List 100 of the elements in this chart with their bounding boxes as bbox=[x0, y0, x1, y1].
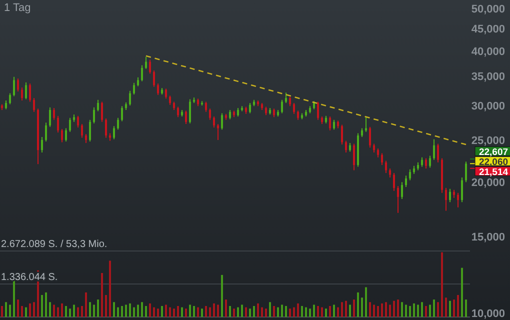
y-tick-label: 25,000 bbox=[471, 134, 505, 147]
bar bbox=[449, 300, 451, 317]
bar bbox=[373, 304, 375, 317]
bar bbox=[33, 302, 35, 317]
candlestick bbox=[165, 88, 167, 100]
candlestick bbox=[409, 168, 411, 181]
candlestick bbox=[461, 176, 463, 203]
candlestick bbox=[333, 119, 335, 130]
candlestick bbox=[281, 99, 283, 114]
bar bbox=[229, 306, 231, 317]
candlestick bbox=[33, 98, 35, 112]
bar bbox=[321, 307, 323, 317]
bar bbox=[41, 295, 43, 317]
ref-line-label: 21,514 bbox=[478, 166, 509, 178]
bar bbox=[269, 302, 271, 317]
bar bbox=[9, 304, 11, 317]
candlestick bbox=[213, 116, 215, 128]
candlestick bbox=[25, 82, 27, 100]
candlestick bbox=[365, 116, 367, 132]
bar bbox=[85, 292, 87, 317]
y-tick-label: 40,000 bbox=[471, 46, 505, 58]
bar bbox=[101, 273, 103, 317]
candlestick bbox=[129, 90, 131, 106]
bar bbox=[145, 306, 147, 317]
bar bbox=[441, 252, 443, 317]
bar bbox=[273, 306, 275, 317]
bar bbox=[261, 307, 263, 317]
bar bbox=[405, 304, 407, 317]
bar bbox=[453, 300, 455, 317]
candlestick bbox=[17, 78, 19, 92]
bar bbox=[189, 304, 191, 317]
candlestick bbox=[185, 110, 187, 125]
chart-title: 1 Tag bbox=[4, 2, 31, 14]
candlestick bbox=[401, 182, 403, 200]
bar bbox=[281, 304, 283, 317]
bar bbox=[433, 300, 435, 317]
candlestick bbox=[49, 106, 51, 128]
candlestick bbox=[353, 143, 355, 171]
bar bbox=[425, 306, 427, 317]
bar bbox=[181, 307, 183, 317]
bar bbox=[325, 308, 327, 317]
candlestick bbox=[69, 117, 71, 132]
bar bbox=[317, 306, 319, 317]
candlestick bbox=[433, 138, 435, 160]
bar bbox=[13, 280, 15, 317]
bar bbox=[329, 306, 331, 317]
candlestick bbox=[113, 126, 115, 140]
bar bbox=[29, 303, 31, 317]
bar bbox=[161, 306, 163, 317]
bar bbox=[337, 307, 339, 317]
bar bbox=[413, 303, 415, 317]
candlestick bbox=[77, 115, 79, 128]
bar bbox=[69, 308, 71, 317]
bar bbox=[301, 306, 303, 317]
bar bbox=[409, 306, 411, 317]
bar bbox=[97, 300, 99, 317]
candlestick bbox=[425, 158, 427, 169]
bar bbox=[245, 307, 247, 317]
bar bbox=[133, 307, 135, 317]
bar bbox=[153, 307, 155, 317]
bar bbox=[241, 304, 243, 317]
bar bbox=[149, 303, 151, 317]
bar bbox=[257, 303, 259, 317]
bar bbox=[217, 304, 219, 317]
bar bbox=[233, 308, 235, 317]
bar bbox=[165, 304, 167, 317]
bar bbox=[277, 307, 279, 317]
candlestick bbox=[117, 117, 119, 130]
candlestick bbox=[329, 116, 331, 131]
candlestick bbox=[341, 124, 343, 146]
candlestick bbox=[285, 92, 287, 104]
bar bbox=[113, 302, 115, 317]
bar bbox=[289, 308, 291, 317]
bar bbox=[293, 307, 295, 317]
bar bbox=[125, 304, 127, 317]
candlestick bbox=[345, 140, 347, 153]
candlestick bbox=[465, 161, 467, 183]
bar bbox=[73, 304, 75, 317]
candlestick bbox=[9, 92, 11, 105]
candlestick bbox=[397, 185, 399, 214]
candlestick bbox=[149, 59, 151, 74]
candlestick bbox=[177, 106, 179, 118]
bar bbox=[57, 307, 59, 317]
bar bbox=[129, 303, 131, 317]
bar bbox=[201, 308, 203, 317]
bar bbox=[417, 304, 419, 317]
candlestick bbox=[369, 126, 371, 148]
bar bbox=[249, 308, 251, 317]
bar bbox=[185, 308, 187, 317]
candlestick bbox=[317, 101, 319, 120]
bar bbox=[457, 295, 459, 317]
candlestick bbox=[45, 122, 47, 142]
candlestick bbox=[21, 86, 23, 102]
bar bbox=[397, 300, 399, 317]
candlestick bbox=[289, 96, 291, 107]
candlestick bbox=[121, 106, 123, 122]
bar bbox=[157, 308, 159, 317]
bar bbox=[1, 306, 3, 317]
bar bbox=[445, 298, 447, 317]
bar bbox=[93, 304, 95, 317]
